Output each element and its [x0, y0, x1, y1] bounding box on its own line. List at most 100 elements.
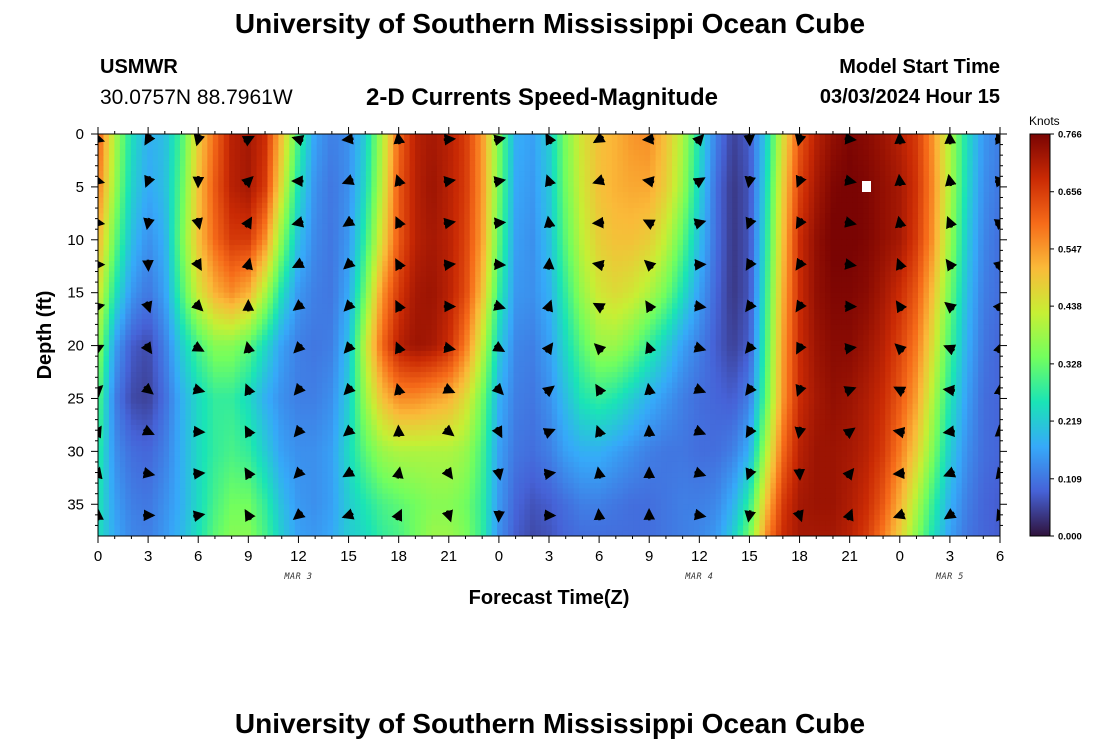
heat-cell	[251, 144, 258, 151]
heat-cell	[251, 176, 258, 183]
heat-cell	[218, 229, 225, 236]
heat-cell	[611, 139, 618, 146]
heat-cell	[546, 234, 553, 241]
heat-cell	[573, 134, 580, 140]
heat-cell	[584, 197, 591, 204]
heat-cell	[431, 202, 438, 209]
heat-cell	[682, 202, 689, 209]
heat-cell	[748, 202, 755, 209]
heat-cell	[841, 255, 848, 262]
heat-cell	[622, 250, 629, 257]
heat-cell	[207, 165, 214, 172]
heat-cell	[721, 245, 728, 251]
heat-cell	[836, 255, 843, 262]
heat-cell	[611, 176, 618, 183]
heat-cell	[901, 197, 908, 204]
heat-cell	[289, 276, 296, 283]
heat-cell	[540, 276, 547, 283]
heat-cell	[278, 160, 285, 167]
heat-cell	[453, 197, 460, 204]
heat-cell	[185, 276, 192, 283]
heat-cell	[294, 266, 301, 273]
heat-cell	[540, 134, 547, 140]
heat-cell	[185, 266, 192, 273]
heat-cell	[819, 192, 826, 199]
heat-cell	[743, 245, 750, 251]
heat-cell	[540, 155, 547, 162]
heat-cell	[688, 234, 695, 241]
heat-cell	[272, 139, 279, 146]
heat-cell	[622, 171, 629, 177]
heat-cell	[590, 255, 597, 262]
heat-cell	[108, 245, 115, 251]
heat-cell	[98, 276, 105, 283]
heat-cell	[874, 139, 881, 146]
heat-cell	[103, 213, 110, 220]
heat-cell	[923, 171, 930, 177]
heat-cell	[469, 266, 476, 273]
heat-cell	[283, 202, 290, 209]
heat-cell	[950, 287, 957, 294]
heat-cell	[682, 186, 689, 193]
heat-cell	[453, 276, 460, 283]
heat-cell	[513, 139, 520, 146]
heat-cell	[885, 155, 892, 162]
heat-cell	[442, 239, 449, 246]
heat-cell	[879, 192, 886, 199]
heat-cell	[169, 266, 176, 273]
heat-cell	[311, 239, 318, 246]
heat-cell	[978, 181, 985, 188]
heat-cell	[983, 139, 990, 146]
heat-cell	[163, 250, 170, 257]
heat-cell	[480, 218, 487, 225]
heat-cell	[836, 171, 843, 177]
heat-cell	[557, 218, 564, 225]
heat-cell	[918, 171, 925, 177]
heat-cell	[551, 197, 558, 204]
heat-cell	[283, 192, 290, 199]
heat-cell	[442, 229, 449, 236]
heat-cell	[267, 276, 274, 283]
heat-cell	[967, 266, 974, 273]
heat-cell	[125, 260, 132, 267]
heat-cell	[857, 266, 864, 273]
heat-cell	[579, 287, 586, 294]
heat-cell	[825, 160, 832, 167]
heat-cell	[311, 213, 318, 220]
heat-cell	[682, 171, 689, 177]
heat-cell	[661, 266, 668, 273]
heat-cell	[863, 250, 870, 257]
heat-cell	[234, 223, 241, 230]
heat-cell	[633, 260, 640, 267]
heat-cell	[994, 197, 1000, 204]
heat-cell	[360, 208, 367, 214]
heat-cell	[557, 282, 564, 288]
heat-cell	[967, 255, 974, 262]
heat-cell	[874, 282, 881, 288]
heat-cell	[141, 287, 148, 294]
heat-cell	[956, 208, 963, 214]
heat-cell	[398, 213, 405, 220]
heat-cell	[229, 260, 236, 267]
heat-cell	[125, 155, 132, 162]
heat-cell	[890, 282, 897, 288]
heat-cell	[928, 160, 935, 167]
heat-cell	[568, 208, 575, 214]
heat-cell	[770, 239, 777, 246]
heat-cell	[245, 239, 252, 246]
heat-cell	[967, 234, 974, 241]
heat-cell	[595, 171, 602, 177]
heat-cell	[732, 197, 739, 204]
heat-cell	[502, 255, 509, 262]
model-start-time: 03/03/2024 Hour 15	[819, 86, 1000, 108]
heat-cell	[207, 181, 214, 188]
heat-cell	[666, 208, 673, 214]
heat-cell	[846, 155, 853, 162]
heat-cell	[535, 192, 542, 199]
heat-cell	[300, 229, 307, 236]
heat-cell	[453, 255, 460, 262]
heat-cell	[644, 223, 651, 230]
heat-cell	[633, 197, 640, 204]
heat-cell	[212, 208, 219, 214]
heat-cell	[114, 171, 121, 177]
